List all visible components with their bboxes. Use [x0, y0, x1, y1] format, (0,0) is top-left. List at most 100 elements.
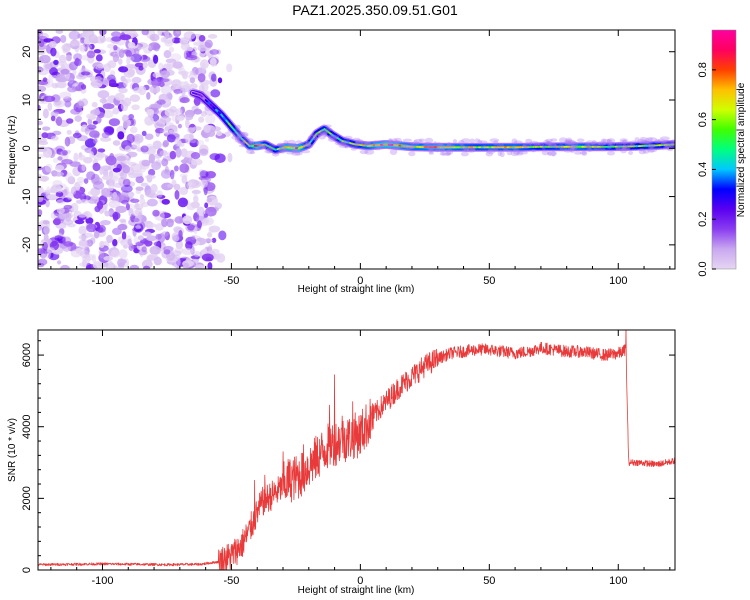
spectrogram-noise-blob: [164, 98, 171, 104]
spectrogram-halo-blob: [276, 143, 286, 147]
spectrogram-halo-blob: [458, 140, 465, 145]
spectrogram-halo-blob: [638, 149, 646, 155]
spectrogram-noise-blob: [161, 231, 169, 237]
spectrogram-noise-blob: [112, 191, 118, 199]
spectrogram-halo-blob: [619, 140, 628, 145]
spectrogram-noise-blob: [55, 116, 63, 126]
spectrogram-noise-blob: [66, 118, 74, 124]
spectrogram-noise-blob: [179, 187, 189, 195]
spectrogram-halo-blob: [324, 124, 332, 128]
spectrogram-noise-blob: [153, 153, 163, 159]
spectrogram-noise-blob: [189, 70, 194, 76]
spectrogram-noise-blob: [72, 132, 82, 139]
spectrogram-noise-blob: [140, 182, 149, 187]
colorbar-ticks: 0.0 0.2 0.4 0.6 0.8: [697, 62, 716, 277]
colorbar-gradient: [712, 30, 736, 269]
spectrogram-noise-blob: [131, 170, 143, 178]
spectrogram-halo-blob: [305, 141, 311, 147]
spectrogram-halo-blob: [522, 144, 527, 149]
spectrogram-noise-blob: [155, 127, 165, 134]
spectrogram-noise-blob: [169, 46, 175, 53]
spectrogram-halo-blob: [434, 147, 441, 153]
spectrogram-noise-blob: [89, 151, 94, 159]
spectrogram-halo-blob: [391, 138, 398, 144]
spectrogram-halo-blob: [428, 151, 435, 155]
spectrogram-noise-blob: [76, 100, 85, 109]
spectrogram-noise-blob: [204, 39, 213, 48]
spectrogram-noise-blob: [51, 184, 62, 192]
spectrogram-halo-blob: [238, 131, 246, 137]
spectrogram-noise-blob: [57, 260, 62, 265]
spectrogram-halo-blob: [340, 139, 351, 144]
spectrogram-halo-blob: [586, 144, 592, 150]
spectrogram-noise-blob: [129, 264, 140, 269]
spectrogram-halo-blob: [350, 142, 360, 148]
spectrogram-halo-blob: [601, 138, 607, 143]
spectrogram-halo-blob: [670, 139, 675, 145]
spectrogram-noise-blob: [50, 211, 56, 219]
spectrogram-noise-blob: [120, 238, 130, 247]
spectrogram-halo-blob: [637, 139, 647, 144]
spectrogram-halo-blob: [518, 150, 528, 155]
spectrogram-noise-blob: [205, 114, 216, 124]
spectrogram-noise-blob: [182, 215, 193, 225]
spectrogram-halo-blob: [386, 141, 393, 146]
spectrogram-noise-blob: [204, 137, 210, 143]
spectrogram-halo-blob: [572, 144, 579, 150]
spectrogram-noise-blob: [53, 99, 65, 108]
spectrogram-noise-blob: [91, 192, 98, 200]
spectrogram-halo-blob: [464, 146, 470, 153]
spectrogram-noise-blob: [120, 101, 129, 112]
spectrogram-noise-blob: [116, 155, 127, 162]
spectrogram-noise-blob: [63, 204, 73, 210]
spectrogram-noise-blob: [129, 94, 141, 102]
spectrogram-halo-blob: [546, 140, 553, 145]
spectrogram-halo-blob: [374, 147, 382, 151]
spectrogram-halo-blob: [343, 135, 353, 140]
spectrogram-halo-blob: [559, 147, 568, 152]
spectrogram-halo-blob: [481, 145, 488, 149]
spectrogram-halo-blob: [408, 151, 416, 157]
spectrogram-noise-region: [38, 30, 237, 269]
spectrogram-noise-blob: [174, 190, 180, 200]
spectrogram-halo-blob: [359, 149, 369, 155]
spectrogram-halo-blob: [479, 140, 488, 144]
spectrogram-halo-blob: [570, 141, 579, 148]
spectrogram-noise-blob: [193, 226, 198, 235]
spectrogram-noise-blob: [55, 191, 64, 197]
snr-plot-area: [38, 330, 675, 570]
spectrogram-noise-blob: [67, 176, 76, 185]
spectrogram-noise-blob: [143, 44, 152, 54]
spectrogram-halo-blob: [319, 130, 328, 136]
spectrogram-noise-blob: [121, 231, 127, 241]
spectrogram-noise-blob: [196, 139, 205, 147]
spectrogram-noise-blob: [185, 114, 194, 121]
spectrogram-halo-blob: [364, 149, 375, 155]
spectrogram-halo-blob: [256, 143, 266, 149]
spectrogram-noise-blob: [169, 106, 177, 113]
spectrogram-halo-blob: [662, 139, 670, 144]
spectrogram-halo-blob: [550, 138, 558, 142]
spectrogram-noise-blob: [193, 96, 201, 107]
spectrogram-noise-blob: [208, 228, 215, 234]
spectrogram-noise-blob: [79, 199, 90, 204]
spectrogram-noise-blob: [74, 57, 80, 66]
spectrogram-halo-blob: [355, 138, 364, 145]
spectrogram-noise-blob: [133, 217, 140, 223]
spectrogram-noise-blob: [99, 249, 105, 259]
spectrogram-halo-blob: [446, 141, 452, 148]
spectrogram-noise-blob: [60, 35, 67, 43]
spectrogram-halo-blob: [548, 143, 557, 148]
spectrogram-halo-blob: [232, 131, 242, 136]
spectrogram-noise-blob: [80, 71, 91, 76]
spectrogram-noise-blob: [73, 152, 79, 162]
spectrogram-noise-blob: [175, 108, 183, 115]
spectrogram-noise-blob: [38, 120, 43, 126]
spectrogram-halo-blob: [657, 138, 666, 144]
spectrogram-noise-blob: [49, 67, 58, 76]
spectrogram-noise-blob: [153, 256, 162, 266]
spectrogram-halo-blob: [585, 140, 595, 146]
spectrogram-noise-blob: [146, 92, 151, 100]
spectrogram-noise-blob: [123, 120, 129, 129]
